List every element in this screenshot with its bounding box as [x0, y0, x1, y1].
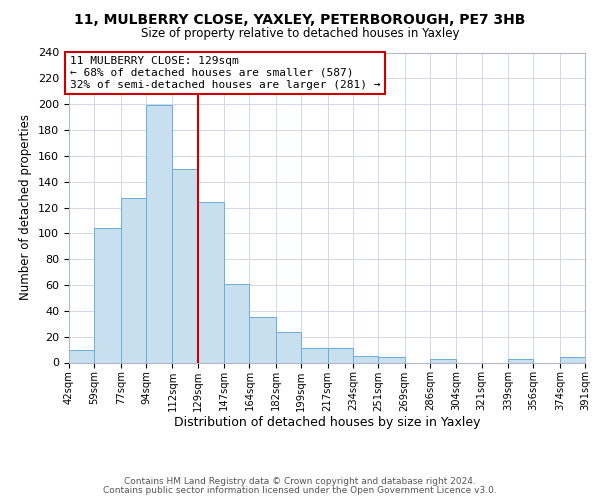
Bar	[94, 228, 121, 362]
Bar	[197, 202, 224, 362]
Bar	[353, 356, 378, 362]
Bar	[301, 348, 328, 362]
Text: Contains HM Land Registry data © Crown copyright and database right 2024.: Contains HM Land Registry data © Crown c…	[124, 477, 476, 486]
Bar	[378, 358, 404, 362]
Text: Contains public sector information licensed under the Open Government Licence v3: Contains public sector information licen…	[103, 486, 497, 495]
Bar	[276, 332, 301, 362]
Bar	[146, 106, 172, 362]
Bar	[69, 350, 94, 362]
X-axis label: Distribution of detached houses by size in Yaxley: Distribution of detached houses by size …	[174, 416, 480, 429]
Bar	[508, 358, 533, 362]
Y-axis label: Number of detached properties: Number of detached properties	[19, 114, 32, 300]
Bar	[224, 284, 250, 362]
Text: 11 MULBERRY CLOSE: 129sqm
← 68% of detached houses are smaller (587)
32% of semi: 11 MULBERRY CLOSE: 129sqm ← 68% of detac…	[70, 56, 380, 90]
Bar	[430, 358, 457, 362]
Bar	[328, 348, 353, 362]
Bar	[560, 358, 585, 362]
Text: 11, MULBERRY CLOSE, YAXLEY, PETERBOROUGH, PE7 3HB: 11, MULBERRY CLOSE, YAXLEY, PETERBOROUGH…	[74, 12, 526, 26]
Bar	[250, 318, 276, 362]
Bar	[172, 169, 197, 362]
Text: Size of property relative to detached houses in Yaxley: Size of property relative to detached ho…	[141, 28, 459, 40]
Bar	[121, 198, 146, 362]
